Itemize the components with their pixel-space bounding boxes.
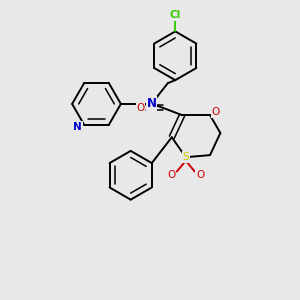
Text: O: O [136,103,145,113]
Text: N: N [74,122,82,131]
Text: O: O [196,170,204,180]
Text: Cl: Cl [169,10,181,20]
Text: S: S [182,152,189,162]
Text: O: O [212,107,220,117]
Text: O: O [167,170,175,180]
Text: N: N [146,98,157,110]
